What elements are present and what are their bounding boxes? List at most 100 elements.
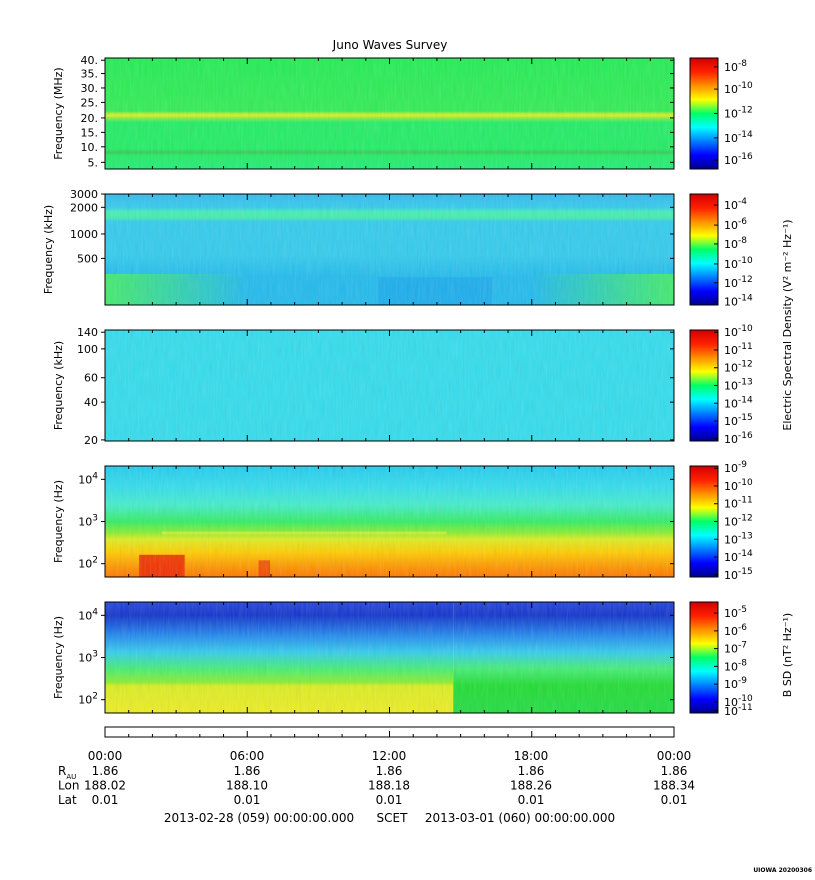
spectrogram-texture bbox=[105, 194, 674, 305]
y-tick-label: 40. bbox=[81, 54, 99, 67]
time-tick-label: 00:00 bbox=[88, 749, 123, 763]
ephemeris-value: 188.02 bbox=[84, 779, 126, 793]
y-tick-label: 500 bbox=[77, 252, 98, 265]
start-date-label: 2013-02-28 (059) 00:00:00.000 bbox=[164, 811, 354, 825]
version-stamp: UIOWA 20200306 bbox=[753, 867, 812, 874]
magnetic-colorbar-label: B SD (nT² Hz⁻¹) bbox=[781, 613, 794, 697]
colorbar bbox=[690, 466, 718, 577]
ephemeris-value: 1.86 bbox=[376, 764, 403, 778]
y-tick-label: 10. bbox=[81, 141, 99, 154]
colorbar-tick-label: 10-12 bbox=[724, 106, 753, 121]
y-tick-label: 15. bbox=[81, 126, 99, 139]
colorbar-tick-label: 10-10 bbox=[724, 478, 753, 493]
colorbar-tick-label: 10-12 bbox=[724, 360, 753, 375]
time-tick-label: 12:00 bbox=[372, 749, 407, 763]
ephemeris-value: 188.34 bbox=[653, 779, 695, 793]
ephemeris-value: 188.18 bbox=[368, 779, 410, 793]
time-tick-label: 06:00 bbox=[230, 749, 265, 763]
colorbar-tick-label: 10-11 bbox=[724, 342, 753, 357]
colorbar-tick-label: 10-7 bbox=[724, 641, 747, 656]
colorbar-tick-label: 10-16 bbox=[724, 431, 753, 446]
ephemeris-value: 1.86 bbox=[234, 764, 261, 778]
colorbar-tick-label: 10-11 bbox=[724, 703, 753, 718]
y-tick-label: 104 bbox=[78, 471, 98, 486]
ephemeris-value: 0.01 bbox=[92, 793, 119, 807]
spectrogram-panel-5: 104 103 102 Frequency (Hz) 10-5 10-6 10-7 10-8 1… bbox=[52, 601, 753, 718]
spectrogram-texture bbox=[105, 58, 674, 169]
ephemeris-value: 188.10 bbox=[226, 779, 268, 793]
ephemeris-value: 0.01 bbox=[234, 793, 261, 807]
y-tick-label: 20 bbox=[84, 434, 98, 447]
colorbar bbox=[690, 602, 718, 713]
y-tick-label: 40 bbox=[84, 396, 98, 409]
colorbar-tick-label: 10-10 bbox=[724, 81, 753, 96]
panels: 40.35.30.25. 20.15. 10. 5. Frequency (MHz) 10… bbox=[42, 54, 753, 738]
y-tick-label: 100 bbox=[77, 343, 98, 356]
ephemeris-value: 0.01 bbox=[518, 793, 545, 807]
colorbar-frame bbox=[689, 601, 719, 714]
y-axis-label: Frequency (kHz) bbox=[42, 205, 55, 294]
spectrogram-texture bbox=[105, 602, 674, 713]
colorbar-tick-label: 10-8 bbox=[724, 59, 747, 74]
ephemeris-table: 00:00 06:00 12:00 18:00 00:00 RAU 1.86 1.86 1.86… bbox=[58, 749, 695, 807]
y-axis-label: Frequency (kHz) bbox=[52, 341, 65, 430]
y-tick-label: 1000 bbox=[70, 228, 98, 241]
time-axis bbox=[104, 726, 675, 738]
colorbar-tick-label: 10-4 bbox=[724, 197, 747, 212]
y-tick-label: 35. bbox=[81, 68, 99, 81]
ephemeris-row-label: Lat bbox=[58, 793, 77, 807]
colorbar-tick-label: 10-10 bbox=[724, 694, 753, 709]
ephemeris-value: 0.01 bbox=[376, 793, 403, 807]
y-tick-label: 102 bbox=[78, 556, 98, 571]
colorbar-tick-label: 10-14 bbox=[724, 130, 753, 145]
colorbar bbox=[690, 330, 718, 441]
y-axis-label: Frequency (Hz) bbox=[52, 616, 65, 699]
y-tick-label: 60 bbox=[84, 372, 98, 385]
spectrogram-texture bbox=[105, 466, 674, 577]
colorbar-tick-label: 10-10 bbox=[724, 256, 753, 271]
colorbar-tick-label: 10-6 bbox=[724, 623, 747, 638]
colorbar-tick-label: 10-13 bbox=[724, 378, 753, 393]
y-tick-label: 103 bbox=[78, 514, 98, 529]
ephemeris-row-label: RAU bbox=[58, 764, 76, 781]
colorbar-tick-label: 10-11 bbox=[724, 496, 753, 511]
ephemeris-row-label: Lon bbox=[58, 779, 79, 793]
y-tick-label: 30. bbox=[81, 82, 99, 95]
y-tick-label: 2000 bbox=[70, 201, 98, 214]
colorbar-tick-label: 10-5 bbox=[724, 605, 747, 620]
colorbar-tick-label: 10-12 bbox=[724, 275, 753, 290]
colorbar-tick-label: 10-14 bbox=[724, 549, 753, 564]
y-tick-label: 103 bbox=[78, 650, 98, 665]
y-tick-label: 5. bbox=[88, 156, 99, 169]
y-tick-label: 104 bbox=[78, 607, 98, 622]
colorbar-tick-label: 10-15 bbox=[724, 413, 753, 428]
ephemeris-value: 1.86 bbox=[518, 764, 545, 778]
y-axis-label: Frequency (MHz) bbox=[52, 67, 65, 159]
spectrogram-panel-3: 140 100 60 40 20 Frequency (kHz) 10-10 10-11 10-… bbox=[52, 324, 753, 447]
spectrogram-texture bbox=[105, 330, 674, 441]
end-date-label: 2013-03-01 (060) 00:00:00.000 bbox=[425, 811, 615, 825]
colorbar-tick-label: 10-9 bbox=[724, 676, 747, 691]
scet-label: SCET bbox=[377, 811, 409, 825]
colorbar-tick-label: 10-16 bbox=[724, 152, 753, 167]
time-tick-label: 18:00 bbox=[514, 749, 549, 763]
colorbar-tick-label: 10-15 bbox=[724, 567, 753, 582]
y-tick-label: 3000 bbox=[70, 188, 98, 201]
colorbar-tick-label: 10-12 bbox=[724, 514, 753, 529]
colorbar-frame bbox=[689, 193, 719, 306]
y-axis-label: Frequency (Hz) bbox=[52, 480, 65, 563]
y-tick-label: 102 bbox=[78, 692, 98, 707]
spectrogram-panel-1: 40.35.30.25. 20.15. 10. 5. Frequency (MHz) 10… bbox=[52, 54, 753, 170]
electric-colorbar-label: Electric Spectral Density (V² m⁻² Hz⁻¹) bbox=[781, 219, 794, 430]
figure-title: Juno Waves Survey bbox=[332, 38, 448, 52]
ephemeris-value: 1.86 bbox=[92, 764, 119, 778]
y-tick-label: 20. bbox=[81, 112, 99, 125]
colorbar bbox=[690, 58, 718, 169]
colorbar bbox=[690, 194, 718, 305]
colorbar-tick-label: 10-14 bbox=[724, 395, 753, 410]
ephemeris-value: 1.86 bbox=[661, 764, 688, 778]
colorbar-tick-label: 10-13 bbox=[724, 531, 753, 546]
colorbar-tick-label: 10-8 bbox=[724, 236, 747, 251]
